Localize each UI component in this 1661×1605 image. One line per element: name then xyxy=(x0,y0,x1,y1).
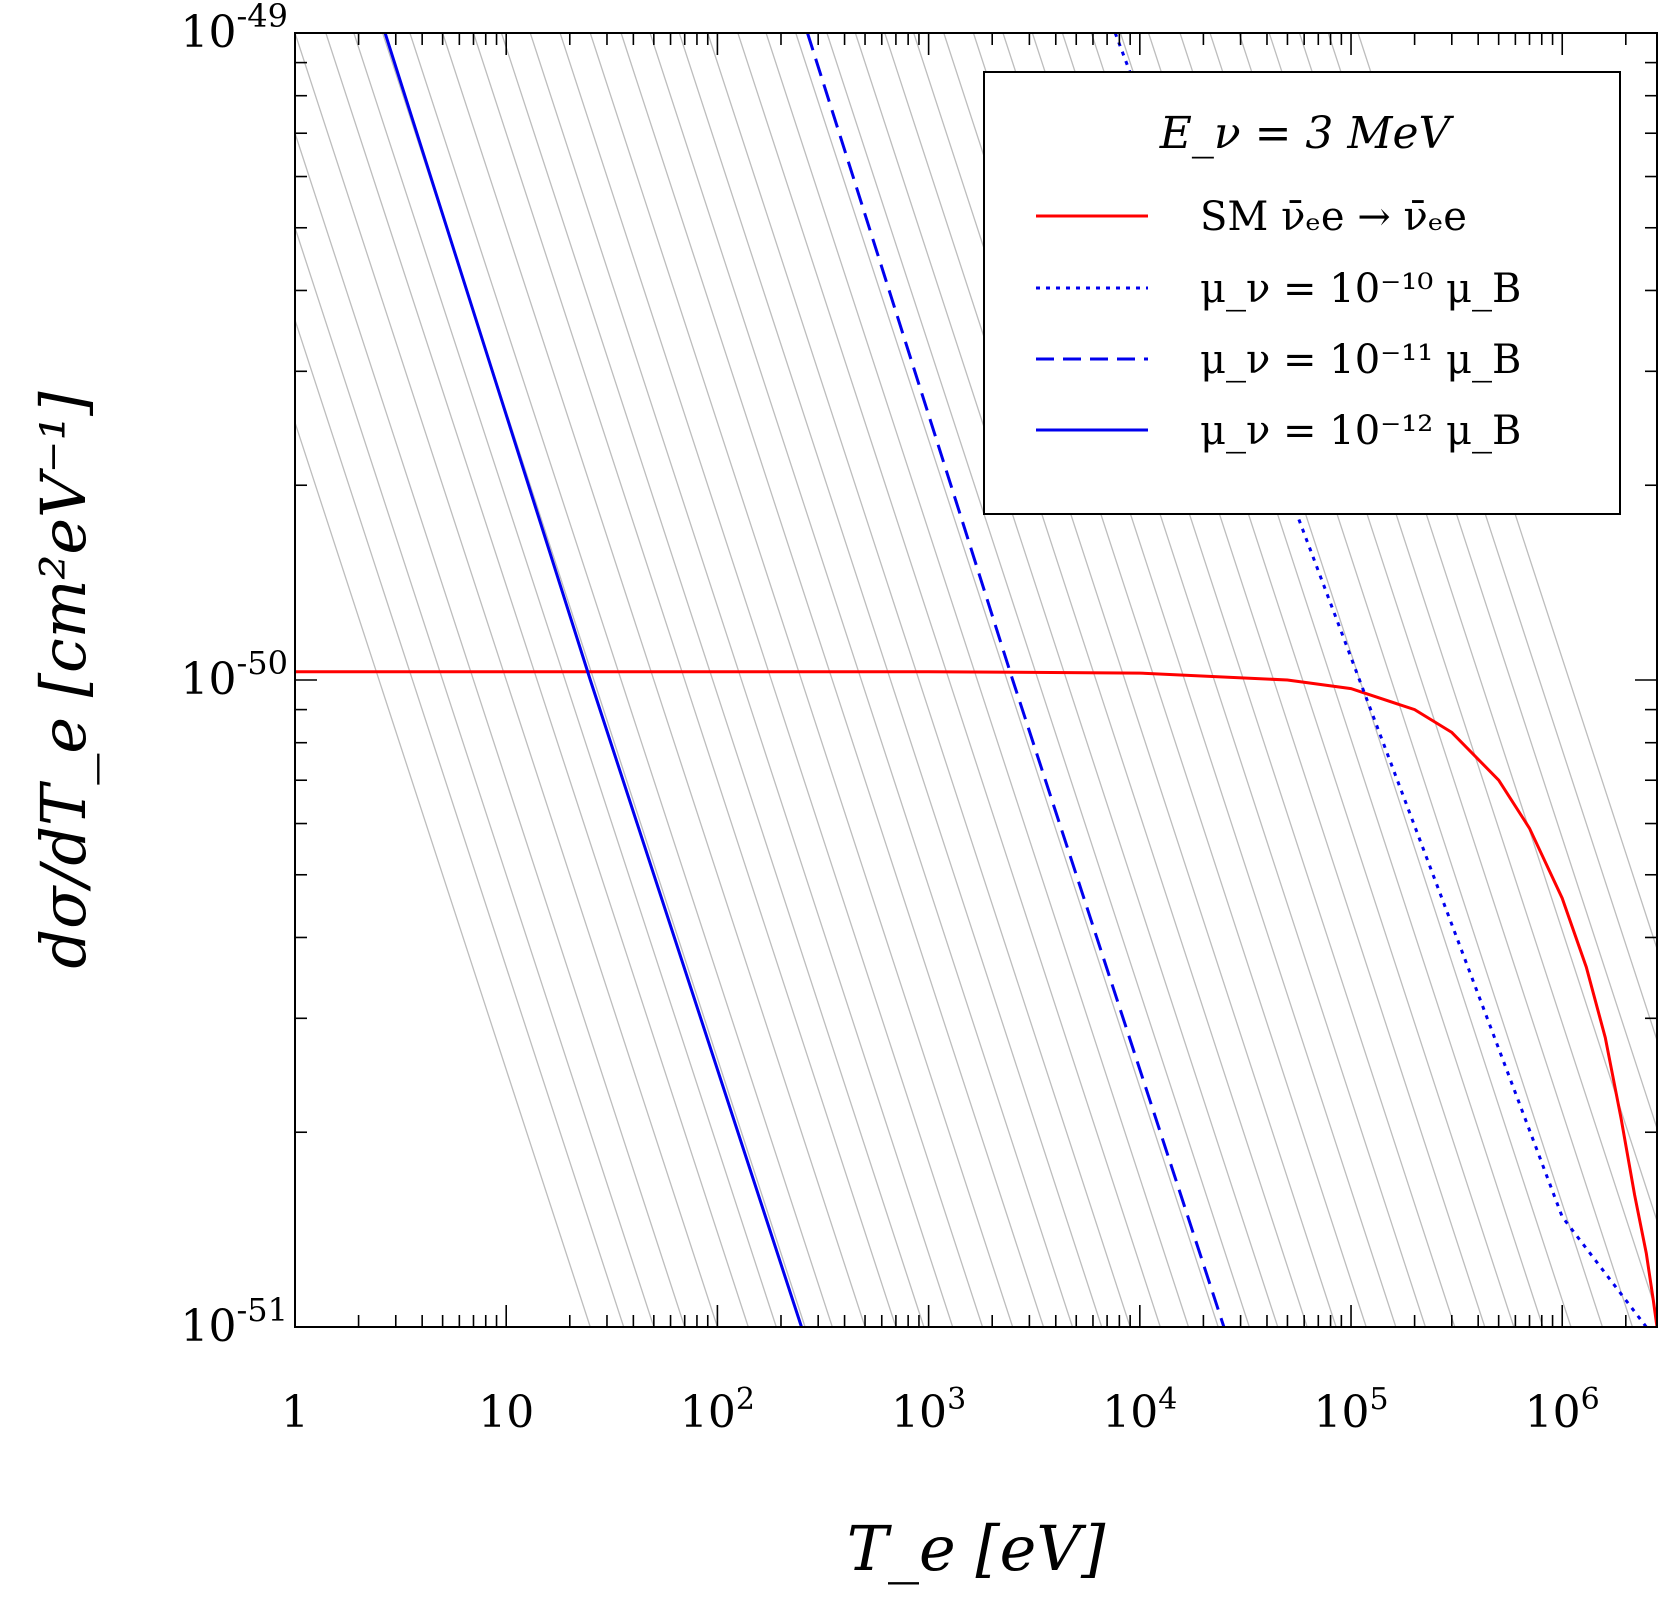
x-tick-label-3: 103 xyxy=(891,1382,966,1438)
x-tick-label-2: 102 xyxy=(680,1382,755,1438)
legend: E_ν = 3 MeV SM ν̄ₑe → ν̄ₑe μ_ν = 10⁻¹⁰ μ_… xyxy=(983,71,1621,515)
background-line-15 xyxy=(620,33,1045,1327)
legend-label-1: μ_ν = 10⁻¹⁰ μ_B xyxy=(1200,266,1521,312)
background-line-14 xyxy=(589,33,1014,1327)
x-tick-label-1: 10 xyxy=(478,1387,534,1438)
legend-title: E_ν = 3 MeV xyxy=(1159,108,1455,159)
background-line-12 xyxy=(529,33,954,1327)
y-tick-label-2: 10-49 xyxy=(180,0,288,58)
background-line-21 xyxy=(795,33,1219,1327)
background-line-3 xyxy=(295,131,686,1327)
background-line-20 xyxy=(765,33,1190,1327)
x-axis-label: T_e [eV] xyxy=(847,1512,1106,1585)
background-line-0 xyxy=(295,420,591,1327)
background-line-4 xyxy=(295,33,719,1327)
background-line-24 xyxy=(884,33,1308,1327)
background-line-10 xyxy=(472,33,897,1327)
legend-box xyxy=(983,71,1621,515)
background-line-6 xyxy=(353,33,777,1327)
background-line-8 xyxy=(409,33,833,1327)
background-line-13 xyxy=(559,33,984,1327)
background-line-17 xyxy=(678,33,1103,1327)
x-tick-label-4: 104 xyxy=(1102,1382,1177,1438)
background-line-23 xyxy=(854,33,1279,1327)
background-line-16 xyxy=(649,33,1074,1327)
legend-label-0: SM ν̄ₑe → ν̄ₑe xyxy=(1200,194,1467,240)
background-line-22 xyxy=(826,33,1250,1327)
background-line-9 xyxy=(442,33,866,1327)
legend-label-2: μ_ν = 10⁻¹¹ μ_B xyxy=(1200,337,1521,383)
legend-label-3: μ_ν = 10⁻¹² μ_B xyxy=(1200,408,1521,454)
series-line-2 xyxy=(806,33,1226,1327)
background-line-2 xyxy=(295,225,655,1327)
x-tick-label-0: 1 xyxy=(281,1387,309,1438)
x-tick-labels: 1 10 102 103 104 105 106 xyxy=(281,1382,1600,1438)
background-line-5 xyxy=(325,33,749,1327)
series-line-3 xyxy=(383,33,803,1327)
background-line-1 xyxy=(295,317,625,1327)
series-line-0 xyxy=(295,670,1657,1327)
y-axis-label: dσ/dT_e [cm²eV⁻¹] xyxy=(27,391,100,969)
y-tick-label-1: 10-50 xyxy=(180,644,288,705)
y-tick-label-0: 10-51 xyxy=(180,1291,288,1352)
tick-marks xyxy=(294,32,1657,1328)
legend-entries: SM ν̄ₑe → ν̄ₑe μ_ν = 10⁻¹⁰ μ_B μ_ν = 10⁻¹¹… xyxy=(1036,194,1521,454)
x-tick-label-6: 106 xyxy=(1525,1382,1600,1438)
y-tick-labels: 10-51 10-50 10-49 xyxy=(180,0,288,1352)
background-line-18 xyxy=(707,33,1131,1327)
background-line-11 xyxy=(500,33,925,1327)
x-tick-label-5: 105 xyxy=(1313,1382,1388,1438)
background-line-19 xyxy=(737,33,1161,1327)
